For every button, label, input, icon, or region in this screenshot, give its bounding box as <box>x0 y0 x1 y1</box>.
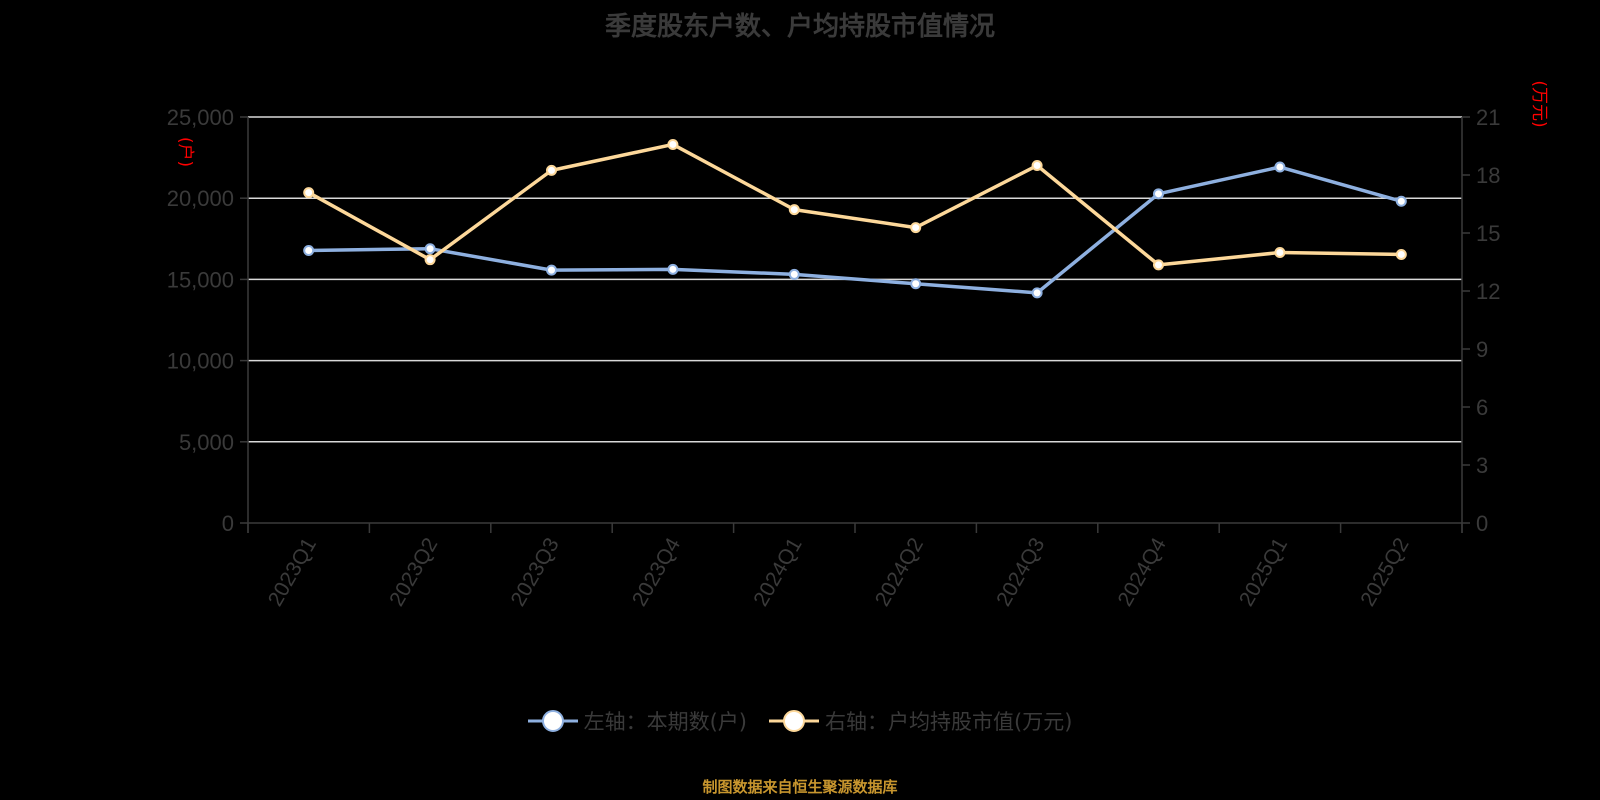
legend-label: 右轴：户均持股市值(万元) <box>825 710 1073 734</box>
data-point[interactable] <box>667 138 679 150</box>
x-axis-tick-label: 2024Q2 <box>871 534 928 610</box>
data-point[interactable] <box>1153 188 1164 200</box>
data-point[interactable] <box>1031 287 1043 299</box>
data-point[interactable] <box>1395 248 1407 260</box>
legend-item-households[interactable]: 左轴：本期数(户) <box>527 706 747 736</box>
left-axis-tick-label: 25,000 <box>167 105 234 130</box>
right-axis-tick-label: 0 <box>1476 511 1488 536</box>
x-axis-tick-label: 2024Q4 <box>1114 534 1171 610</box>
data-point[interactable] <box>1274 161 1286 173</box>
left-axis-tick-label: 5,000 <box>179 430 234 455</box>
x-axis-tick-label: 2023Q2 <box>385 534 442 610</box>
right-axis-tick-label: 3 <box>1476 453 1488 478</box>
right-axis-tick-label: 6 <box>1476 395 1488 420</box>
data-point[interactable] <box>424 243 436 255</box>
data-point[interactable] <box>1395 195 1407 207</box>
data-point[interactable] <box>424 254 436 266</box>
right-axis-tick-label: 9 <box>1476 337 1488 362</box>
legend-marker-orange-icon <box>769 710 819 732</box>
legend: 左轴：本期数(户) 右轴：户均持股市值(万元) <box>0 706 1600 736</box>
data-point[interactable] <box>910 222 922 234</box>
series-line <box>308 165 1402 295</box>
x-axis-tick-label: 2023Q4 <box>628 534 685 610</box>
x-axis-tick-label: 2025Q1 <box>1235 534 1292 610</box>
data-point[interactable] <box>546 164 557 176</box>
data-point[interactable] <box>303 244 315 256</box>
left-axis-tick-label: 0 <box>222 511 234 536</box>
legend-item-avg-value[interactable]: 右轴：户均持股市值(万元) <box>769 706 1072 736</box>
data-point[interactable] <box>788 268 800 280</box>
left-axis-tick-label: 15,000 <box>167 267 234 292</box>
data-point[interactable] <box>667 263 679 275</box>
legend-label: 左轴：本期数(户) <box>583 710 747 734</box>
right-axis-tick-label: 18 <box>1476 163 1500 188</box>
data-point[interactable] <box>1031 160 1043 172</box>
x-axis-tick-label: 2024Q3 <box>992 534 1049 610</box>
source-footer: 制图数据来自恒生聚源数据库 <box>702 778 898 796</box>
data-point[interactable] <box>910 278 922 290</box>
left-axis-tick-label: 10,000 <box>167 349 234 374</box>
data-point[interactable] <box>546 264 557 276</box>
right-axis-tick-label: 15 <box>1476 221 1500 246</box>
x-axis-tick-label: 2025Q2 <box>1356 534 1413 610</box>
left-axis-unit: (户) <box>175 137 195 167</box>
right-axis-unit: (万元) <box>1529 80 1549 127</box>
x-axis-tick-label: 2023Q3 <box>507 534 564 610</box>
chart-title: 季度股东户数、户均持股市值情况 <box>604 12 995 42</box>
data-point[interactable] <box>788 204 800 216</box>
series-line <box>307 142 1402 267</box>
left-axis-tick-label: 20,000 <box>167 186 234 211</box>
data-point[interactable] <box>1274 247 1286 259</box>
data-point[interactable] <box>1153 259 1164 271</box>
right-axis-tick-label: 12 <box>1476 279 1500 304</box>
x-axis-tick-label: 2023Q1 <box>264 534 321 610</box>
right-axis-tick-label: 21 <box>1476 105 1500 130</box>
x-axis-tick-label: 2024Q1 <box>749 534 806 610</box>
legend-marker-blue-icon <box>527 710 578 732</box>
data-point[interactable] <box>303 187 315 199</box>
